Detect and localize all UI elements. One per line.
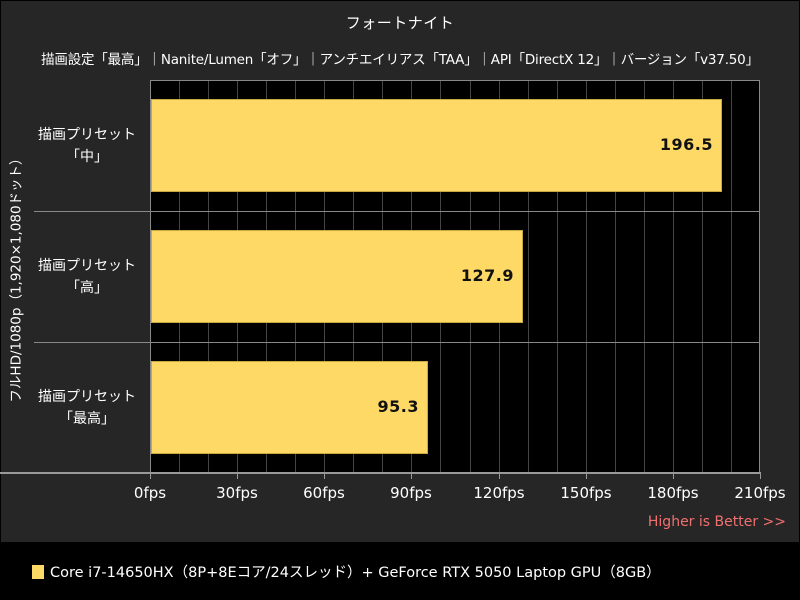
row-divider xyxy=(34,211,760,212)
x-axis-line xyxy=(0,472,761,474)
bar-value-label: 127.9 xyxy=(460,266,514,285)
x-tick xyxy=(760,474,761,479)
x-tick-label: 0fps xyxy=(133,484,167,502)
chart-subtitle: 描画設定「最高」｜Nanite/Lumen「オフ」｜アンチエイリアス「TAA」｜… xyxy=(41,52,759,68)
x-tick-label: 120fps xyxy=(473,484,525,502)
x-tick xyxy=(237,474,238,479)
gridline xyxy=(615,81,616,473)
legend-label: Core i7-14650HX（8P+8Eコア/24スレッド）+ GeForce… xyxy=(50,565,661,581)
y-axis-label: フルHD/1080p（1,920×1,080ドット） xyxy=(9,150,26,403)
category-label: 描画プリセット 「中」 xyxy=(28,124,146,168)
legend: Core i7-14650HX（8P+8Eコア/24スレッド）+ GeForce… xyxy=(0,543,800,600)
category-label-line: 描画プリセット xyxy=(38,389,136,405)
x-tick xyxy=(411,474,412,479)
category-label-line: 描画プリセット xyxy=(38,258,136,274)
category-label: 描画プリセット 「最高」 xyxy=(28,386,146,430)
x-tick-label: 90fps xyxy=(390,484,432,502)
x-tick-label: 210fps xyxy=(734,484,786,502)
bar-value-label: 95.3 xyxy=(377,397,419,416)
x-tick xyxy=(499,474,500,479)
higher-is-better-note: Higher is Better >> xyxy=(647,514,786,530)
category-label-line: 「最高」 xyxy=(59,411,115,427)
x-tick xyxy=(586,474,587,479)
x-tick xyxy=(324,474,325,479)
gridline xyxy=(673,81,674,473)
gridline xyxy=(557,81,558,473)
bar xyxy=(151,230,523,323)
x-tick xyxy=(150,474,151,479)
gridline xyxy=(586,81,587,473)
chart-title: フォートナイト xyxy=(345,14,455,32)
category-label-line: 「中」 xyxy=(66,149,108,165)
gridline xyxy=(702,81,703,473)
category-label: 描画プリセット 「高」 xyxy=(28,255,146,299)
x-tick-label: 60fps xyxy=(303,484,345,502)
row-divider xyxy=(34,342,760,343)
category-label-line: 描画プリセット xyxy=(38,127,136,143)
bar-value-label: 196.5 xyxy=(659,135,713,154)
gridline xyxy=(644,81,645,473)
gridline xyxy=(528,81,529,473)
y-axis-line xyxy=(150,80,151,473)
category-label-line: 「高」 xyxy=(66,280,108,296)
legend-swatch xyxy=(32,564,44,579)
x-tick-label: 180fps xyxy=(647,484,699,502)
gridline xyxy=(731,81,732,473)
x-tick-label: 30fps xyxy=(216,484,258,502)
x-tick-label: 150fps xyxy=(560,484,612,502)
x-tick xyxy=(673,474,674,479)
bar xyxy=(151,361,428,454)
bar xyxy=(151,99,722,192)
